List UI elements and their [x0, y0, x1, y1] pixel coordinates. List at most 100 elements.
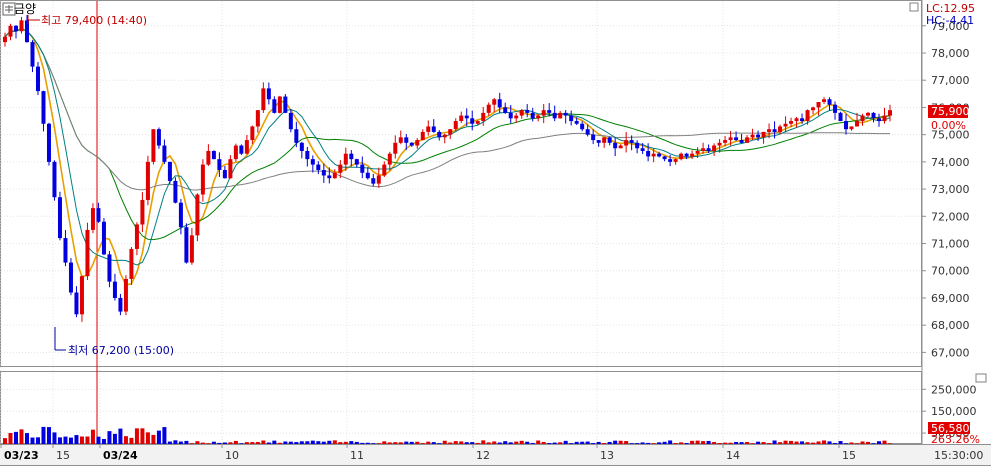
volume-bar	[107, 431, 112, 444]
candle-body	[827, 99, 832, 105]
volume-bar	[431, 442, 436, 444]
candle-body	[618, 145, 623, 149]
volume-bar	[96, 436, 101, 444]
volume-bar	[596, 441, 601, 444]
candle-body	[855, 121, 860, 127]
volume-bar	[525, 441, 530, 444]
volume-bar	[184, 440, 189, 444]
candle-body	[464, 115, 469, 119]
candle-body	[85, 229, 90, 277]
volume-bar	[464, 442, 469, 444]
candle-body	[646, 150, 651, 157]
volume-bar	[519, 440, 524, 444]
candle-body	[761, 131, 766, 138]
candle-body	[101, 221, 106, 255]
volume-bar	[794, 441, 799, 444]
candle-body	[3, 36, 7, 43]
volume-bar	[508, 442, 513, 444]
candle-body	[470, 118, 475, 124]
candle-body	[701, 148, 706, 151]
volume-bar	[739, 442, 744, 444]
candle-body	[365, 172, 370, 179]
candle-body	[772, 129, 777, 132]
candle-body	[481, 112, 486, 122]
current-price-change: 0.00%	[931, 119, 966, 132]
y-tick-label: 70,000	[931, 265, 970, 278]
candle-body	[41, 91, 46, 124]
volume-bar	[849, 442, 854, 444]
volume-bar	[701, 441, 706, 444]
volume-settings-icon[interactable]	[975, 373, 987, 383]
volume-bar	[822, 440, 827, 444]
volume-bar	[299, 441, 304, 444]
candle-body	[68, 262, 73, 293]
volume-bar	[101, 438, 106, 444]
y-tick-label: 72,000	[931, 210, 970, 223]
candle-body	[750, 134, 755, 138]
volume-bar	[591, 443, 596, 444]
candle-body	[393, 142, 398, 154]
candle-body	[794, 118, 799, 122]
candle-body	[640, 148, 645, 151]
volume-bar	[816, 441, 821, 444]
candle-body	[475, 121, 480, 124]
candle-body	[382, 164, 387, 176]
volume-bar	[613, 440, 618, 444]
moving-average-line	[4, 27, 890, 191]
candle-body	[409, 142, 414, 146]
price-settings-icon[interactable]	[909, 2, 919, 12]
candle-body	[585, 129, 590, 135]
volume-bar	[618, 440, 623, 444]
candle-body	[305, 150, 310, 160]
current-price-box	[928, 105, 968, 118]
candle-body	[321, 170, 326, 176]
high-annotation: 최고 79,400 (14:40)	[41, 14, 147, 27]
x-tick-label: 12	[476, 449, 490, 462]
volume-bar	[459, 441, 464, 444]
candle-body	[547, 110, 552, 113]
volume-bar	[761, 442, 766, 444]
volume-bar	[481, 440, 486, 444]
candle-body	[871, 112, 876, 119]
y-tick-label: 79,000	[931, 20, 970, 33]
volume-bar	[866, 441, 871, 444]
chart-title-box: 금양	[2, 2, 36, 16]
volume-bar	[497, 442, 502, 444]
volume-bar	[24, 433, 29, 444]
volume-bar	[288, 441, 293, 444]
candle-body	[541, 110, 546, 116]
candle-body	[189, 235, 194, 263]
candle-body	[217, 159, 222, 171]
volume-bar	[492, 441, 497, 444]
volume-bar	[530, 443, 535, 444]
candle-body	[266, 88, 271, 100]
candle-body	[657, 153, 662, 157]
volume-bar	[712, 442, 717, 444]
volume-bar	[662, 441, 667, 444]
candle-body	[734, 137, 739, 141]
volume-bar	[349, 441, 354, 444]
volume-bar	[68, 437, 73, 444]
volume-bar	[90, 429, 95, 444]
candle-body	[580, 123, 585, 130]
volume-bar	[327, 440, 332, 444]
volume-bar	[536, 440, 541, 444]
candle-body	[338, 164, 343, 173]
candle-body	[206, 150, 211, 165]
volume-bar	[354, 441, 359, 444]
volume-bar	[585, 441, 590, 444]
candle-body	[162, 145, 167, 162]
y-tick-label: 68,000	[931, 319, 970, 332]
volume-bar	[376, 443, 381, 444]
candle-body	[525, 110, 530, 113]
candle-body	[63, 238, 68, 263]
volume-bar	[151, 434, 156, 444]
candle-body	[591, 134, 596, 141]
volume-bar	[404, 441, 409, 444]
volume-bar	[745, 441, 750, 444]
volume-bar	[360, 442, 365, 444]
volume-bar	[442, 440, 447, 444]
candle-body	[508, 112, 513, 119]
candle-body	[79, 276, 84, 315]
volume-bar	[217, 442, 222, 444]
